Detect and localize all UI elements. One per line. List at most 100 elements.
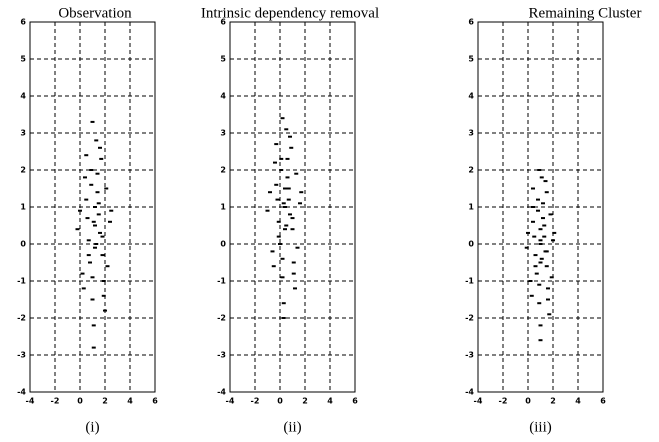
y-tick-label: 5 — [20, 55, 26, 64]
point — [290, 228, 295, 231]
point — [546, 287, 550, 290]
point — [285, 176, 290, 179]
x-tick-label: 6 — [352, 397, 358, 406]
point — [537, 283, 542, 286]
point — [276, 220, 281, 223]
point — [281, 317, 286, 319]
point — [100, 235, 105, 238]
point — [284, 224, 289, 227]
point — [81, 287, 86, 290]
point — [538, 239, 543, 242]
y-tick-label: 3 — [468, 129, 474, 138]
point — [273, 161, 277, 164]
y-tick-label: 3 — [20, 129, 26, 138]
point — [83, 176, 87, 179]
point — [90, 298, 95, 301]
point — [95, 172, 100, 175]
point — [538, 324, 543, 327]
x-tick-label: -4 — [474, 397, 483, 406]
point — [108, 220, 112, 223]
point — [93, 246, 97, 249]
caption: (i) — [85, 419, 99, 435]
point — [529, 294, 534, 297]
point — [90, 120, 95, 123]
x-tick-label: -4 — [26, 397, 35, 406]
point — [284, 128, 289, 131]
y-tick-label: 4 — [20, 92, 26, 101]
point — [544, 191, 549, 194]
point — [544, 265, 549, 268]
y-tick-label: -4 — [17, 388, 26, 397]
y-tick-label: 1 — [20, 203, 26, 212]
point — [84, 154, 89, 157]
y-tick-label: -3 — [217, 351, 226, 360]
point — [78, 209, 82, 212]
point — [270, 250, 275, 253]
y-tick-label: 1 — [468, 203, 474, 212]
point — [537, 169, 542, 171]
y-tick-label: -3 — [465, 351, 474, 360]
y-tick-label: -2 — [465, 314, 474, 323]
x-tick-label: -2 — [499, 397, 508, 406]
point — [80, 272, 85, 275]
y-tick-label: 0 — [468, 240, 474, 249]
point — [86, 239, 91, 242]
point — [104, 187, 109, 190]
y-tick-label: -3 — [17, 351, 26, 360]
point — [105, 265, 110, 268]
point — [283, 187, 287, 190]
point — [538, 228, 543, 231]
point — [293, 287, 297, 290]
y-tick-label: 6 — [468, 18, 474, 27]
y-tick-label: -1 — [465, 277, 474, 286]
y-tick-label: 2 — [220, 166, 226, 175]
x-tick-label: 2 — [550, 397, 556, 406]
point — [268, 191, 272, 194]
point — [542, 235, 547, 238]
point — [95, 191, 100, 194]
point — [549, 276, 554, 279]
point — [109, 209, 114, 212]
point — [531, 187, 535, 190]
chart-title: Observation — [58, 5, 132, 21]
x-tick-label: 4 — [327, 397, 333, 406]
point — [86, 254, 91, 257]
point — [283, 228, 287, 231]
y-tick-label: 2 — [468, 166, 474, 175]
y-tick-label: -4 — [465, 388, 474, 397]
y-tick-label: 0 — [20, 240, 26, 249]
x-tick-label: 0 — [525, 397, 531, 406]
point — [96, 213, 101, 216]
point — [533, 265, 538, 268]
x-tick-label: 0 — [277, 397, 283, 406]
y-tick-label: 5 — [220, 55, 226, 64]
point — [294, 172, 299, 175]
x-tick-label: 2 — [302, 397, 308, 406]
point — [538, 243, 543, 245]
point — [89, 169, 94, 171]
x-tick-label: 6 — [600, 397, 606, 406]
y-tick-label: 6 — [20, 18, 26, 27]
point — [288, 135, 292, 138]
point — [274, 183, 279, 186]
point — [537, 302, 542, 305]
y-tick-label: -4 — [217, 388, 226, 397]
plot-frame — [229, 21, 356, 393]
point — [98, 146, 102, 149]
x-tick-label: 4 — [575, 397, 581, 406]
point — [551, 239, 555, 242]
point — [90, 276, 95, 279]
x-tick-label: 0 — [77, 397, 83, 406]
point — [536, 209, 540, 212]
caption: (ii) — [283, 419, 301, 435]
point — [94, 243, 99, 245]
y-tick-label: 1 — [220, 203, 226, 212]
y-tick-label: 3 — [220, 129, 226, 138]
point — [101, 280, 106, 282]
point — [271, 265, 276, 268]
point — [275, 198, 280, 201]
point — [265, 209, 270, 212]
point — [524, 246, 529, 249]
point — [539, 176, 544, 179]
